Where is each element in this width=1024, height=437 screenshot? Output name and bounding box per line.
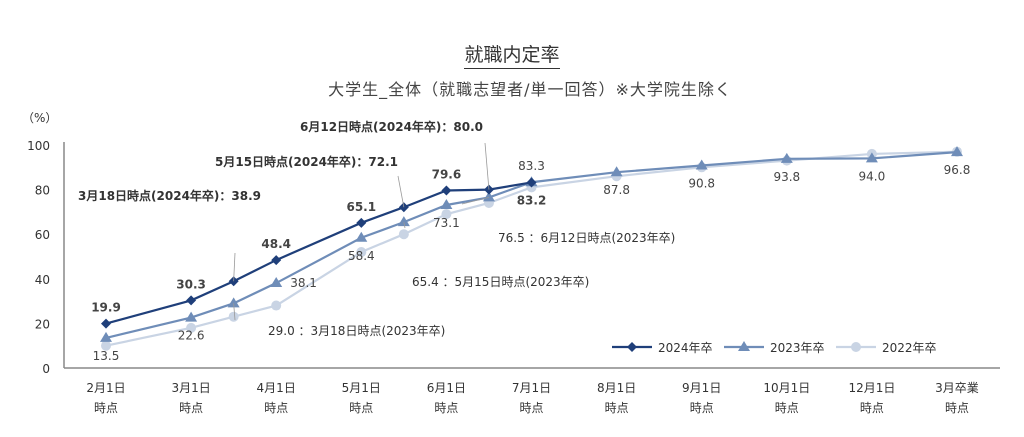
chart-subtitle: 大学生_全体（就職志望者/単一回答）※大学院生除く xyxy=(328,80,732,99)
data-point xyxy=(101,318,111,329)
data-point xyxy=(526,177,537,188)
x-tick-label: 時点 xyxy=(349,401,373,415)
annotation: 65.4 ：5月15日時点(2023年卒) xyxy=(412,275,589,289)
leader-line xyxy=(484,142,490,190)
x-tick-label: 5月1日 xyxy=(342,381,381,395)
annotation: 3月18日時点(2024年卒)：38.9 xyxy=(78,188,261,203)
x-tick-label: 8月1日 xyxy=(597,381,636,395)
data-point xyxy=(186,322,197,333)
y-tick-label: 100 xyxy=(27,139,50,153)
y-tick-label: 0 xyxy=(42,362,50,376)
x-tick-label: 時点 xyxy=(434,401,458,415)
data-label: 83.3 xyxy=(518,159,545,173)
y-tick-label: 20 xyxy=(35,317,50,331)
data-label: 48.4 xyxy=(261,237,291,251)
data-point xyxy=(865,152,878,163)
data-point xyxy=(440,198,453,209)
data-point xyxy=(227,297,240,308)
data-label: 73.1 xyxy=(433,216,460,230)
data-point xyxy=(100,331,112,342)
data-label: 22.6 xyxy=(178,329,205,343)
data-label: 13.5 xyxy=(93,349,120,363)
data-label: 38.1 xyxy=(290,276,317,290)
x-tick-label: 時点 xyxy=(179,401,203,415)
data-point xyxy=(397,216,410,227)
data-point xyxy=(271,255,282,266)
chart-title: 就職内定率 xyxy=(464,44,560,69)
data-label: 30.3 xyxy=(176,277,206,291)
data-label: 90.8 xyxy=(688,177,715,191)
data-point xyxy=(780,152,793,163)
data-label: 87.8 xyxy=(603,183,630,197)
data-point xyxy=(185,311,198,322)
data-point xyxy=(441,209,452,220)
data-point xyxy=(695,159,708,170)
series-line-2023年卒 xyxy=(105,151,958,339)
x-tick-label: 時点 xyxy=(775,401,799,415)
data-label: 19.9 xyxy=(91,301,121,315)
x-tick-label: 2月1日 xyxy=(86,381,125,395)
series-line-2022年卒 xyxy=(105,150,958,347)
y-tick-label: 60 xyxy=(35,228,50,242)
data-point xyxy=(228,311,239,322)
data-label: 79.6 xyxy=(432,167,462,181)
annotation: 29.0 ：3月18日時点(2023年卒) xyxy=(268,324,445,338)
leader-line xyxy=(233,303,236,321)
legend-marker xyxy=(851,342,861,352)
data-point xyxy=(271,300,282,311)
annotation: 6月12日時点(2024年卒)：80.0 xyxy=(300,119,483,134)
data-label: 65.1 xyxy=(346,200,376,214)
y-tick-label: 40 xyxy=(35,273,50,287)
data-point xyxy=(186,295,197,306)
x-tick-label: 3月卒業 xyxy=(935,381,979,395)
legend-marker xyxy=(627,342,637,352)
leader-line xyxy=(397,175,405,208)
data-point xyxy=(356,247,367,258)
x-tick-label: 9月1日 xyxy=(682,381,721,395)
data-point xyxy=(441,185,452,196)
x-tick-label: 6月1日 xyxy=(427,381,466,395)
data-label: 83.2 xyxy=(517,193,547,207)
legend-marker xyxy=(738,341,750,351)
x-tick-label: 時点 xyxy=(860,401,884,415)
data-point xyxy=(270,277,283,288)
x-tick-label: 時点 xyxy=(94,401,118,415)
leader-line xyxy=(461,197,490,205)
data-label: 94.0 xyxy=(859,169,886,183)
data-point xyxy=(610,166,623,177)
data-label: 93.8 xyxy=(773,170,800,184)
data-point xyxy=(398,229,409,240)
x-tick-label: 12月1日 xyxy=(848,381,895,395)
x-tick-label: 4月1日 xyxy=(257,381,296,395)
x-tick-label: 時点 xyxy=(690,401,714,415)
data-point xyxy=(482,191,495,202)
legend-label: 2024年卒 xyxy=(658,341,713,355)
x-tick-label: 3月1日 xyxy=(171,381,210,395)
legend-label: 2023年卒 xyxy=(770,341,825,355)
data-point xyxy=(101,340,111,351)
x-tick-label: 時点 xyxy=(264,401,288,415)
leader-line xyxy=(403,222,406,229)
annotation: 76.5 ：6月12日時点(2023年卒) xyxy=(498,231,675,245)
data-point xyxy=(951,146,963,157)
x-tick-label: 時点 xyxy=(605,401,629,415)
leader-line xyxy=(233,252,236,282)
y-axis-label: （%） xyxy=(22,111,57,125)
data-point xyxy=(356,217,367,228)
y-tick-label: 80 xyxy=(35,184,50,198)
data-point xyxy=(355,231,368,242)
x-tick-label: 10月1日 xyxy=(763,381,810,395)
legend-label: 2022年卒 xyxy=(882,341,937,355)
x-tick-label: 7月1日 xyxy=(512,381,551,395)
data-label: 58.4 xyxy=(348,249,375,263)
data-label: 96.8 xyxy=(944,163,971,177)
annotation: 5月15日時点(2024年卒)：72.1 xyxy=(215,154,398,169)
series-line-2024年卒 xyxy=(105,181,532,325)
x-tick-label: 時点 xyxy=(945,401,969,415)
x-tick-label: 時点 xyxy=(519,401,543,415)
